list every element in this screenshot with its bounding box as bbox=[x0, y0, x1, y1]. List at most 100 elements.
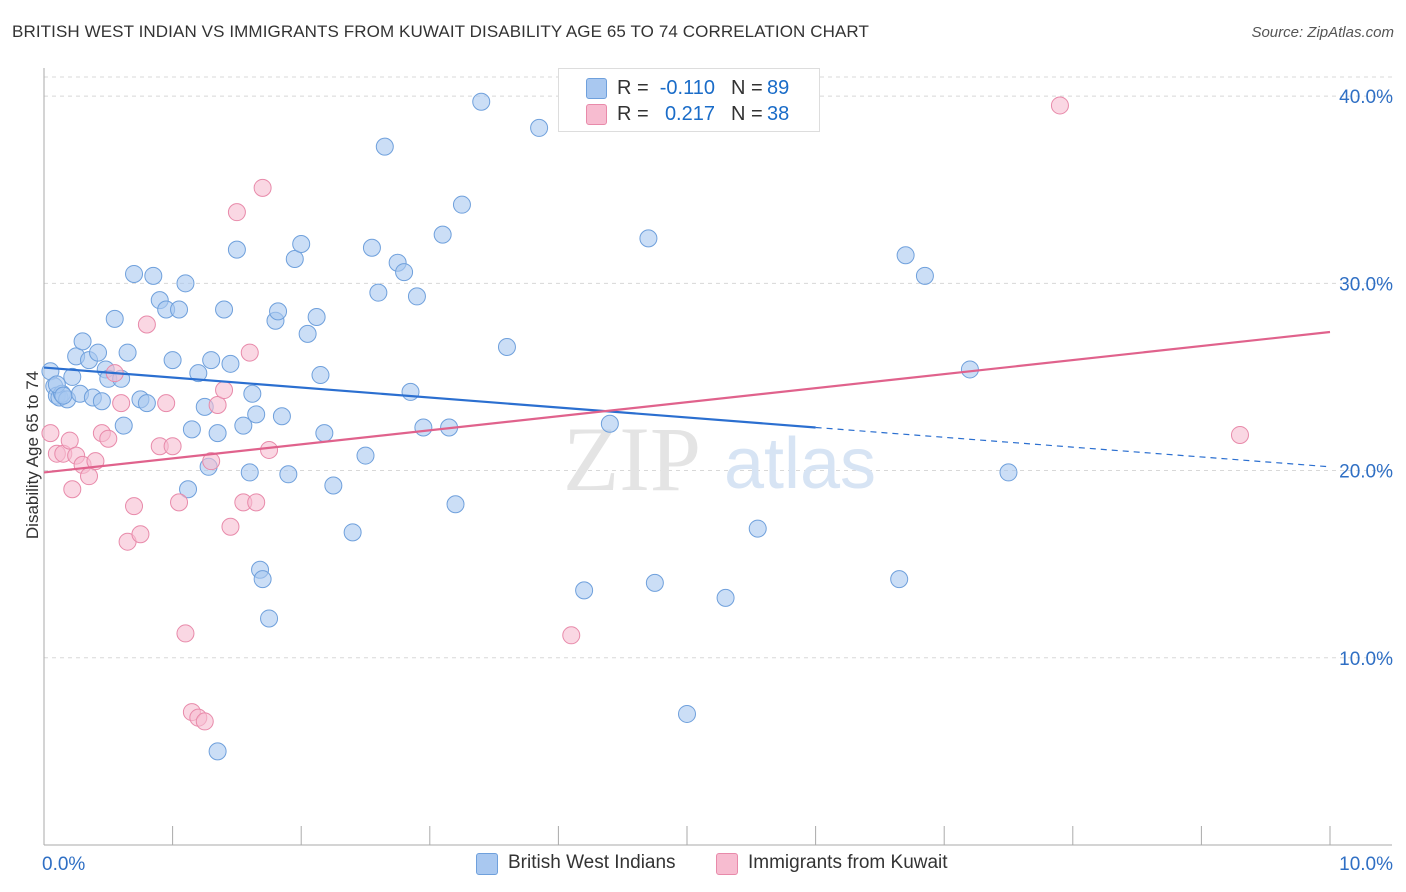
legend-n-value: 89 bbox=[767, 77, 790, 99]
point-british-west-indians bbox=[63, 367, 82, 386]
legend-n-label: N = bbox=[731, 103, 763, 125]
point-immigrants-from-kuwait bbox=[260, 440, 279, 459]
legend-row-british-west-indians: R = -0.110 N = 89 bbox=[559, 75, 819, 101]
legend-r-value: -0.110 bbox=[659, 77, 715, 99]
bottom-legend-swatch-blue bbox=[476, 853, 498, 875]
point-british-west-indians bbox=[73, 332, 92, 351]
point-british-west-indians bbox=[324, 476, 343, 495]
y-tick-label: 20.0% bbox=[1339, 462, 1393, 483]
point-immigrants-from-kuwait bbox=[176, 624, 195, 643]
point-british-west-indians bbox=[163, 351, 182, 370]
point-british-west-indians bbox=[202, 351, 221, 370]
point-british-west-indians bbox=[114, 416, 133, 435]
watermark-atlas: atlas bbox=[724, 424, 876, 504]
point-immigrants-from-kuwait bbox=[1050, 96, 1069, 115]
point-immigrants-from-kuwait bbox=[562, 626, 581, 645]
point-british-west-indians bbox=[105, 309, 124, 328]
point-british-west-indians bbox=[272, 407, 291, 426]
point-immigrants-from-kuwait bbox=[247, 493, 266, 512]
point-british-west-indians bbox=[307, 308, 326, 327]
point-british-west-indians bbox=[446, 495, 465, 514]
point-british-west-indians bbox=[401, 382, 420, 401]
chart-source: Source: ZipAtlas.com bbox=[1251, 24, 1394, 41]
legend-r-label: R = bbox=[617, 103, 649, 125]
bottom-legend-label: Immigrants from Kuwait bbox=[748, 852, 948, 873]
point-british-west-indians bbox=[716, 588, 735, 607]
point-british-west-indians bbox=[575, 581, 594, 600]
point-immigrants-from-kuwait bbox=[163, 437, 182, 456]
point-immigrants-from-kuwait bbox=[41, 424, 60, 443]
point-british-west-indians bbox=[369, 283, 388, 302]
point-immigrants-from-kuwait bbox=[131, 525, 150, 544]
point-british-west-indians bbox=[92, 392, 111, 411]
point-british-west-indians bbox=[269, 302, 288, 321]
point-british-west-indians bbox=[960, 360, 979, 379]
point-british-west-indians bbox=[292, 234, 311, 253]
point-immigrants-from-kuwait bbox=[125, 497, 144, 516]
point-british-west-indians bbox=[176, 274, 195, 293]
point-british-west-indians bbox=[452, 195, 471, 214]
x-tick-label: 10.0% bbox=[1339, 854, 1393, 875]
point-immigrants-from-kuwait bbox=[227, 203, 246, 222]
trend-line-blue bbox=[43, 366, 816, 429]
y-tick-label: 10.0% bbox=[1339, 649, 1393, 670]
point-immigrants-from-kuwait bbox=[208, 396, 227, 415]
point-british-west-indians bbox=[343, 523, 362, 542]
point-british-west-indians bbox=[678, 704, 696, 723]
point-immigrants-from-kuwait bbox=[63, 480, 82, 499]
point-british-west-indians bbox=[234, 416, 253, 435]
grid-lines bbox=[44, 76, 1392, 659]
point-british-west-indians bbox=[208, 424, 227, 443]
point-british-west-indians bbox=[748, 519, 767, 538]
legend-r-value: 0.217 bbox=[664, 103, 715, 125]
point-immigrants-from-kuwait bbox=[99, 429, 118, 448]
point-british-west-indians bbox=[530, 118, 549, 137]
point-british-west-indians bbox=[890, 570, 909, 589]
y-tick-label: 40.0% bbox=[1339, 87, 1393, 108]
point-british-west-indians bbox=[118, 343, 137, 362]
point-british-west-indians bbox=[182, 420, 201, 439]
point-british-west-indians bbox=[407, 287, 426, 306]
point-british-west-indians bbox=[208, 742, 227, 761]
trend-lines bbox=[43, 330, 1331, 474]
point-immigrants-from-kuwait bbox=[112, 394, 131, 413]
point-immigrants-from-kuwait bbox=[170, 493, 189, 512]
point-british-west-indians bbox=[227, 240, 246, 259]
point-british-west-indians bbox=[433, 225, 452, 244]
point-british-west-indians bbox=[414, 418, 433, 437]
legend-r-label: R = bbox=[617, 77, 649, 99]
point-immigrants-from-kuwait bbox=[80, 467, 99, 486]
point-immigrants-from-kuwait bbox=[253, 178, 272, 197]
point-british-west-indians bbox=[472, 92, 491, 111]
point-british-west-indians bbox=[645, 573, 664, 592]
point-british-west-indians bbox=[243, 384, 262, 403]
axes bbox=[43, 68, 1392, 846]
point-british-west-indians bbox=[896, 246, 915, 265]
point-british-west-indians bbox=[285, 249, 304, 268]
point-immigrants-from-kuwait bbox=[157, 394, 176, 413]
point-immigrants-from-kuwait bbox=[240, 343, 259, 362]
point-british-west-indians bbox=[170, 300, 189, 319]
x-tick-label: 0.0% bbox=[42, 854, 85, 875]
point-immigrants-from-kuwait bbox=[202, 452, 221, 471]
point-british-west-indians bbox=[125, 264, 144, 283]
point-immigrants-from-kuwait bbox=[137, 315, 156, 334]
point-british-west-indians bbox=[179, 480, 198, 499]
chart-title: BRITISH WEST INDIAN VS IMMIGRANTS FROM K… bbox=[12, 22, 869, 41]
legend-row-immigrants-from-kuwait: R = 0.217 N = 38 bbox=[559, 101, 819, 127]
point-british-west-indians bbox=[137, 394, 156, 413]
point-british-west-indians bbox=[240, 463, 259, 482]
point-british-west-indians bbox=[600, 414, 619, 433]
point-british-west-indians bbox=[315, 424, 334, 443]
point-british-west-indians bbox=[89, 343, 108, 362]
point-british-west-indians bbox=[298, 324, 317, 343]
point-british-west-indians bbox=[260, 609, 279, 628]
legend-n-label: N = bbox=[731, 77, 763, 99]
point-immigrants-from-kuwait bbox=[1230, 425, 1249, 444]
point-immigrants-from-kuwait bbox=[195, 712, 214, 731]
point-british-west-indians bbox=[497, 337, 516, 356]
point-british-west-indians bbox=[362, 238, 381, 257]
point-immigrants-from-kuwait bbox=[60, 431, 79, 450]
watermark: ZIP atlas bbox=[563, 408, 876, 510]
